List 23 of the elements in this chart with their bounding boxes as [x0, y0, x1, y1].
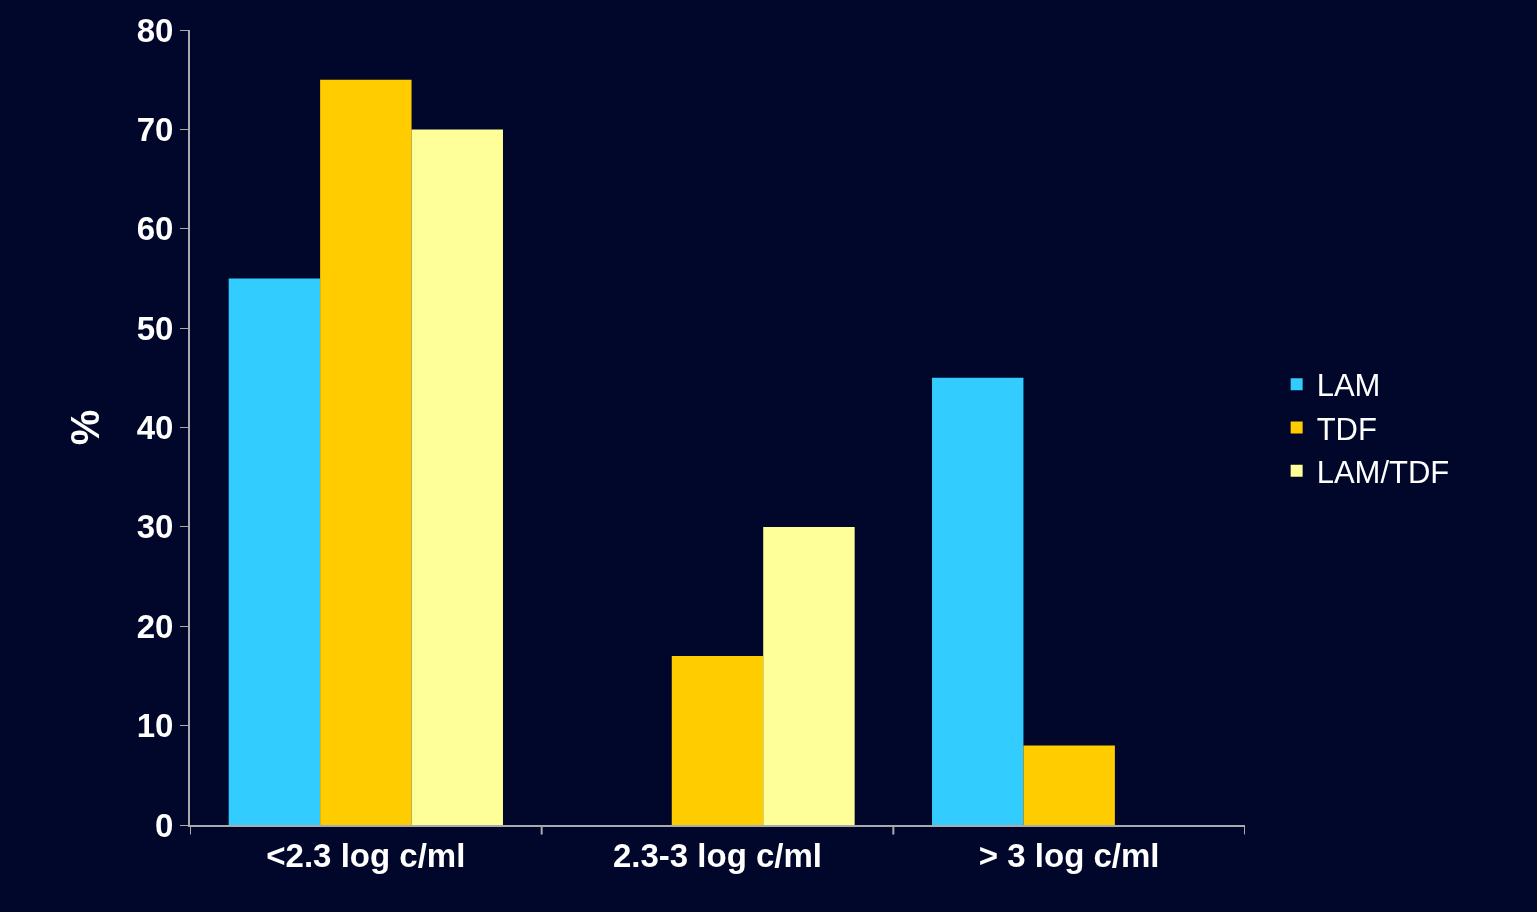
y-tick-label: 30 [136, 508, 174, 546]
bar [1023, 745, 1115, 825]
bar [763, 526, 855, 825]
bar [228, 278, 321, 825]
legend-label: LAM/TDF [1316, 454, 1450, 490]
x-tick-label: 2.3-3 log c/ml [612, 836, 823, 874]
y-tick-label: 80 [136, 11, 174, 49]
y-tick-label: 70 [136, 110, 174, 148]
y-tick-label: 20 [136, 607, 174, 645]
bar [671, 656, 764, 825]
y-tick-label: 0 [155, 806, 174, 844]
bar [411, 129, 503, 825]
y-tick-label: 60 [136, 210, 174, 248]
legend-label: TDF [1316, 411, 1377, 447]
y-tick-label: 10 [136, 707, 174, 745]
y-tick-label: 50 [136, 309, 174, 347]
x-tick-label: <2.3 log c/ml [266, 836, 466, 874]
y-tick-label: 40 [136, 409, 174, 447]
bar [932, 377, 1024, 825]
x-tick-label: > 3 log c/ml [978, 836, 1160, 874]
bar [320, 79, 412, 825]
legend-label: LAM [1316, 368, 1381, 404]
y-axis-title: % [62, 409, 107, 446]
